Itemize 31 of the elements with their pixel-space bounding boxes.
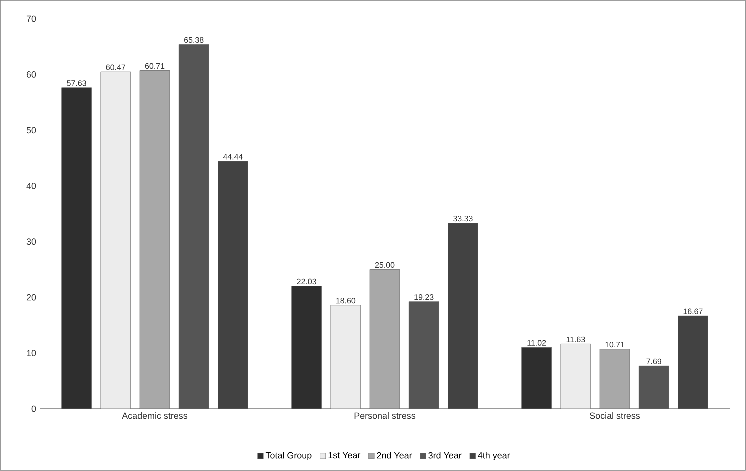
- legend-label: 1st Year: [328, 452, 361, 459]
- bar: [522, 347, 552, 409]
- x-tick-label: Social stress: [590, 412, 640, 420]
- y-tick-label: 30: [26, 238, 36, 246]
- bar: [330, 305, 362, 409]
- bar: [100, 72, 132, 409]
- legend-label: 4th year: [478, 452, 510, 461]
- bar: [178, 44, 210, 409]
- y-tick-label: 70: [26, 16, 36, 22]
- y-tick-label: 40: [26, 182, 36, 190]
- bar: [448, 223, 478, 409]
- bar: [218, 161, 248, 409]
- y-tick-label: 10: [27, 350, 36, 356]
- bar: [62, 88, 92, 409]
- bar: [600, 349, 630, 409]
- y-tick-label: 20: [26, 294, 36, 301]
- bar: [408, 302, 440, 409]
- bar: [370, 270, 400, 409]
- y-tick-label: 0: [32, 406, 36, 412]
- legend-label: 2nd Year: [377, 452, 412, 459]
- legend-label: Total Group: [266, 452, 312, 461]
- bar: [678, 316, 708, 409]
- bar: [560, 344, 592, 409]
- x-tick-label: Personal stress: [354, 412, 416, 420]
- y-tick-label: 50: [26, 127, 36, 134]
- legend-label: 3rd Year: [428, 452, 462, 459]
- bar: [292, 286, 322, 409]
- bar: [638, 366, 670, 409]
- bar: [140, 70, 170, 409]
- y-tick-label: 60: [26, 72, 36, 78]
- x-tick-label: Academic stress: [122, 412, 188, 420]
